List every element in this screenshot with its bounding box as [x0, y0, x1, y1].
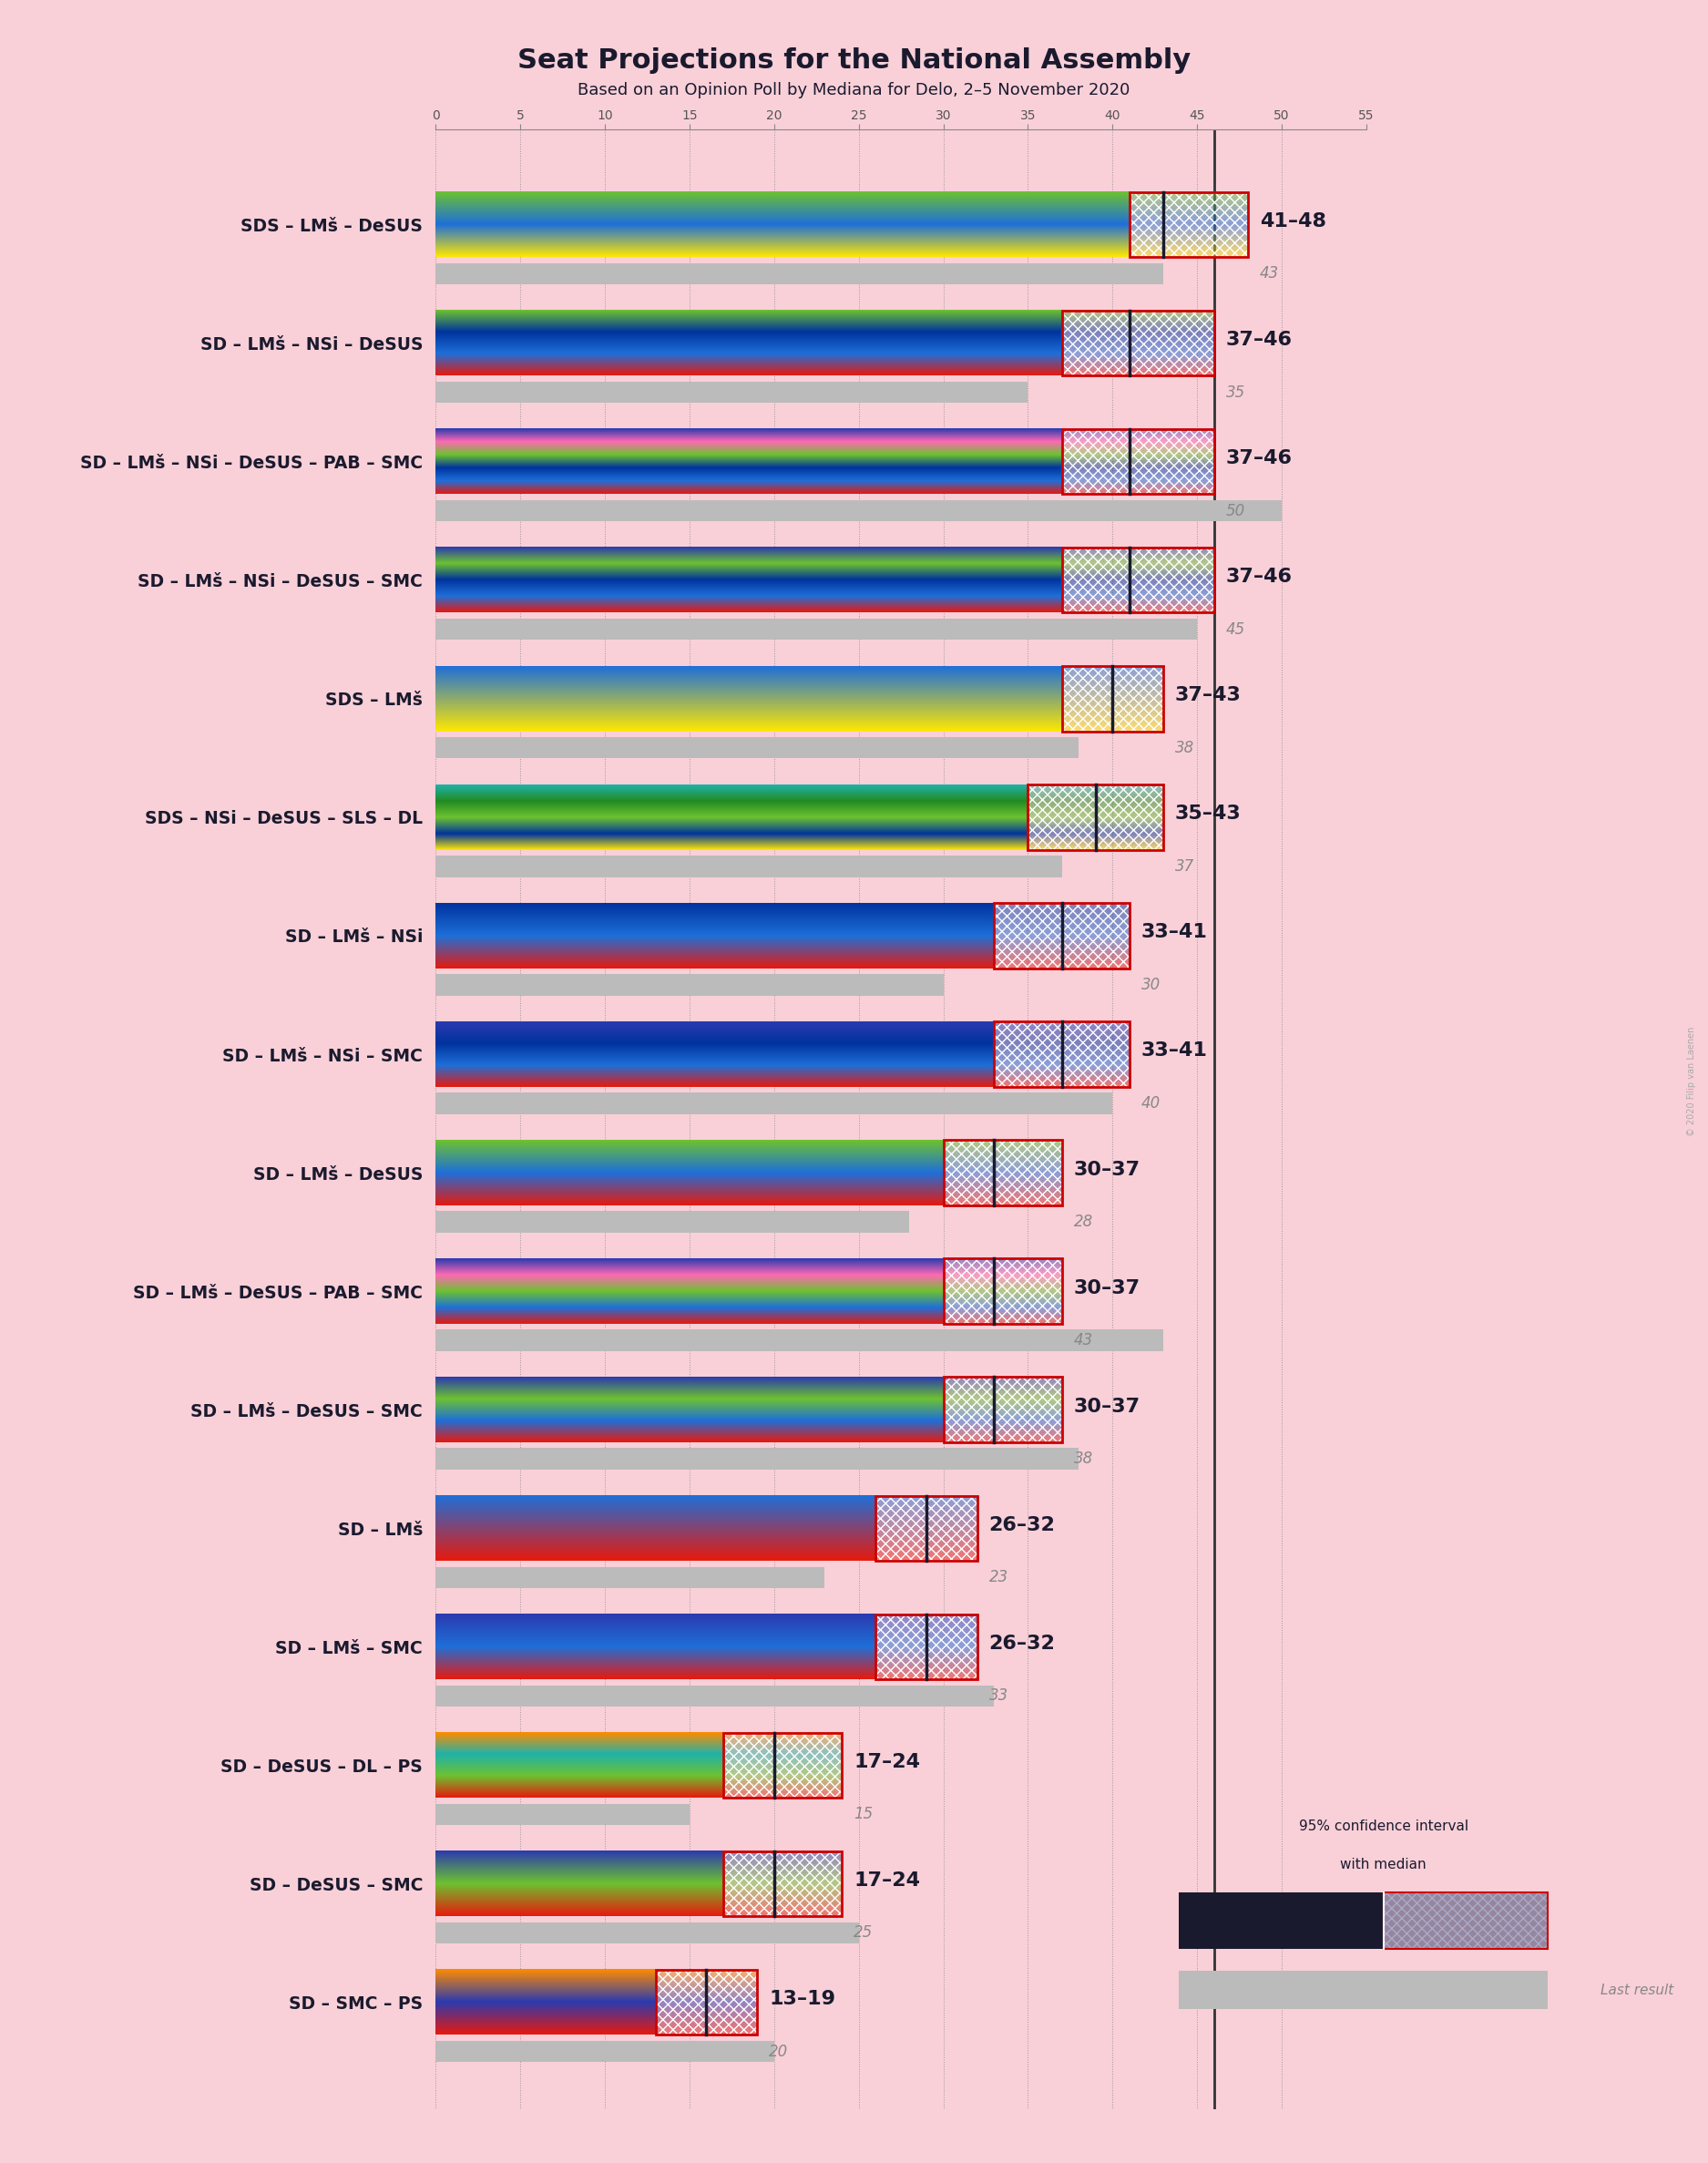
- Bar: [1179, 1970, 1547, 2009]
- Bar: [1129, 193, 1249, 257]
- Bar: [1062, 547, 1214, 612]
- Text: 41–48: 41–48: [1261, 212, 1327, 231]
- Text: 26–32: 26–32: [989, 1635, 1056, 1653]
- Text: 26–32: 26–32: [989, 1516, 1056, 1534]
- Bar: [436, 1211, 909, 1233]
- Bar: [943, 1259, 1062, 1324]
- Text: 37–46: 37–46: [1226, 450, 1293, 467]
- Bar: [1383, 1893, 1547, 1949]
- Bar: [1179, 1893, 1383, 1949]
- Bar: [436, 500, 1281, 521]
- Text: 95% confidence interval: 95% confidence interval: [1298, 1819, 1469, 1832]
- Bar: [722, 1852, 842, 1916]
- Text: 45: 45: [1226, 621, 1245, 638]
- Text: 33: 33: [989, 1687, 1008, 1704]
- Text: Last result: Last result: [1600, 1983, 1674, 1996]
- Text: 25: 25: [854, 1925, 873, 1940]
- Bar: [1028, 785, 1163, 850]
- Bar: [436, 857, 1062, 876]
- Text: 30–37: 30–37: [1074, 1159, 1141, 1179]
- Bar: [876, 1495, 977, 1562]
- Text: 43: 43: [1074, 1332, 1093, 1348]
- Text: 23: 23: [989, 1568, 1008, 1585]
- Bar: [436, 264, 1163, 286]
- Text: 15: 15: [854, 1806, 873, 1823]
- Text: Based on an Opinion Poll by Mediana for Delo, 2–5 November 2020: Based on an Opinion Poll by Mediana for …: [577, 82, 1131, 99]
- Bar: [1062, 311, 1214, 376]
- Bar: [1129, 193, 1249, 257]
- Bar: [876, 1495, 977, 1562]
- Bar: [722, 1852, 842, 1916]
- Bar: [994, 904, 1129, 969]
- Bar: [1062, 666, 1163, 731]
- Bar: [994, 1021, 1129, 1086]
- Text: © 2020 Filip van Laenen: © 2020 Filip van Laenen: [1688, 1027, 1696, 1136]
- Bar: [656, 1970, 757, 2035]
- Bar: [1062, 311, 1214, 376]
- Text: 38: 38: [1074, 1451, 1093, 1467]
- Text: 40: 40: [1141, 1094, 1161, 1112]
- Text: 35: 35: [1226, 385, 1245, 400]
- Bar: [943, 1140, 1062, 1205]
- Bar: [436, 381, 1028, 402]
- Bar: [436, 1804, 690, 1826]
- Text: 37–43: 37–43: [1175, 686, 1242, 705]
- Bar: [1383, 1893, 1547, 1949]
- Bar: [943, 1378, 1062, 1443]
- Text: 43: 43: [1261, 266, 1279, 281]
- Text: with median: with median: [1341, 1858, 1426, 1871]
- Text: 33–41: 33–41: [1141, 1043, 1208, 1060]
- Bar: [436, 1092, 1112, 1114]
- Bar: [436, 1685, 994, 1707]
- Text: 28: 28: [1074, 1213, 1093, 1231]
- Text: 30–37: 30–37: [1074, 1278, 1141, 1298]
- Bar: [943, 1140, 1062, 1205]
- Bar: [436, 1923, 859, 1945]
- Text: 20: 20: [769, 2044, 789, 2059]
- Text: 13–19: 13–19: [769, 1990, 835, 2007]
- Bar: [436, 1566, 825, 1588]
- Text: 50: 50: [1226, 502, 1245, 519]
- Text: 37: 37: [1175, 859, 1194, 874]
- Bar: [436, 619, 1197, 640]
- Bar: [943, 1259, 1062, 1324]
- Bar: [1383, 1893, 1547, 1949]
- Bar: [1062, 666, 1163, 731]
- Text: 38: 38: [1175, 740, 1194, 757]
- Text: 35–43: 35–43: [1175, 805, 1242, 822]
- Bar: [876, 1614, 977, 1678]
- Bar: [722, 1733, 842, 1797]
- Bar: [436, 1330, 1163, 1352]
- Bar: [943, 1378, 1062, 1443]
- Bar: [994, 904, 1129, 969]
- Text: Seat Projections for the National Assembly: Seat Projections for the National Assemb…: [518, 48, 1190, 74]
- Bar: [656, 1970, 757, 2035]
- Bar: [436, 973, 943, 995]
- Bar: [436, 738, 1079, 759]
- Text: 17–24: 17–24: [854, 1752, 921, 1771]
- Bar: [436, 1449, 1079, 1469]
- Bar: [1062, 428, 1214, 493]
- Text: 30: 30: [1141, 978, 1161, 993]
- Bar: [436, 2040, 774, 2061]
- Bar: [994, 1021, 1129, 1086]
- Bar: [1062, 428, 1214, 493]
- Text: 37–46: 37–46: [1226, 567, 1293, 586]
- Bar: [1028, 785, 1163, 850]
- Bar: [722, 1733, 842, 1797]
- Text: 37–46: 37–46: [1226, 331, 1293, 348]
- Bar: [1062, 547, 1214, 612]
- Text: 33–41: 33–41: [1141, 924, 1208, 941]
- Bar: [876, 1614, 977, 1678]
- Text: 30–37: 30–37: [1074, 1397, 1141, 1415]
- Text: 17–24: 17–24: [854, 1871, 921, 1890]
